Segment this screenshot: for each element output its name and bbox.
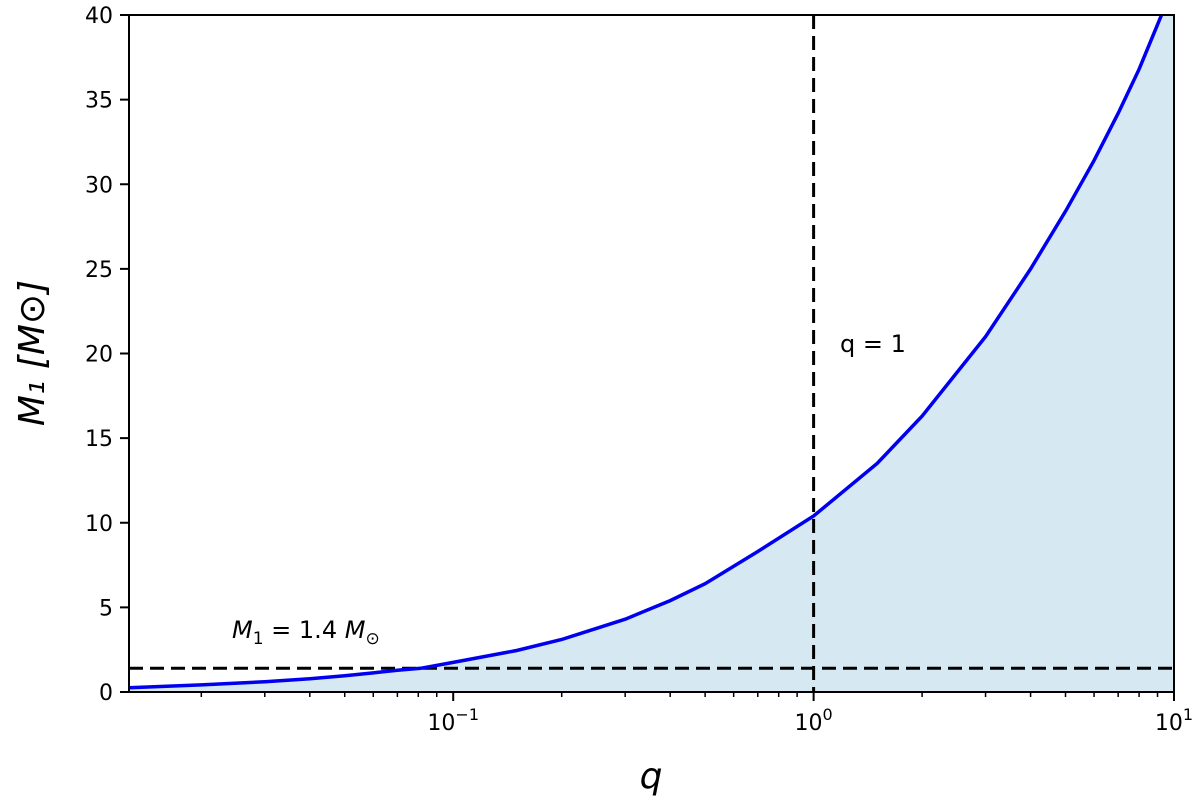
annotation-m1-sub: 1	[253, 629, 264, 649]
annotation-m1-limit: M1 = 1.4 M⊙	[232, 616, 380, 649]
x-tick-label-2: 101	[1155, 705, 1193, 736]
y-tick-label-8: 40	[85, 4, 113, 29]
x-tick-label-base: 10	[795, 711, 823, 736]
annotation-m1-unit: M	[345, 616, 366, 644]
x-tick-label-1: 100	[795, 705, 833, 736]
annotation-m1-unit-sub: ⊙	[365, 629, 379, 649]
y-tick-label-5: 25	[85, 258, 113, 283]
y-tick-label-2: 10	[85, 512, 113, 537]
x-tick-label-base: 10	[1155, 711, 1183, 736]
annotation-m1-eq: = 1.4	[264, 616, 345, 644]
series-line	[128, 14, 1164, 690]
y-tick-label-3: 15	[85, 427, 113, 452]
annotation-m1-var: M	[232, 616, 253, 644]
annotation-q1: q = 1	[840, 330, 906, 358]
y-tick-label-0: 0	[99, 681, 113, 706]
x-axis-ticks: 10−1 100 101	[200, 692, 1193, 736]
x-tick-label-exponent: −1	[455, 705, 479, 724]
x-tick-label-base: 10	[427, 711, 455, 736]
y-tick-label-6: 30	[85, 173, 113, 198]
x-tick-label-0: 10−1	[427, 705, 479, 736]
y-axis-title: M₁ [M⊙]	[12, 280, 53, 426]
series-fill-area	[129, 15, 1174, 692]
y-tick-label-1: 5	[99, 596, 113, 621]
x-tick-label-exponent: 0	[823, 705, 833, 724]
y-axis-ticks: 0 5 10 15 20 25 30 35 40	[85, 4, 129, 706]
y-tick-label-7: 35	[85, 89, 113, 114]
x-axis-title: q	[640, 756, 663, 797]
x-tick-label-exponent: 1	[1183, 705, 1193, 724]
y-tick-label-4: 20	[85, 343, 113, 368]
plot-area	[128, 14, 1175, 693]
